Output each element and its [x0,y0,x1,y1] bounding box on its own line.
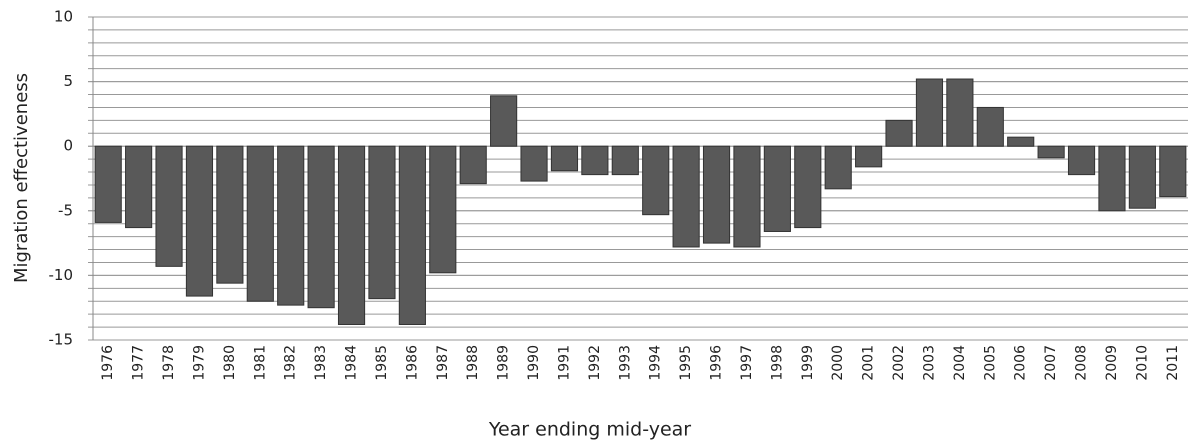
bar [885,119,913,147]
x-tick-label: 1983 [313,345,329,381]
x-tick-label: 1986 [404,345,420,381]
x-tick-label: 1984 [344,345,360,381]
y-tick-label: 10 [54,8,73,26]
bar [490,95,518,147]
bar [672,145,700,248]
x-axis-title: Year ending mid-year [488,419,691,441]
bar [611,145,639,176]
bar [216,145,244,284]
x-tick-label: 1991 [556,345,572,381]
x-tick-label: 1992 [587,345,603,381]
x-tick-label: 1982 [283,345,299,381]
bar [1067,145,1096,176]
bar [459,145,487,185]
bar [855,145,883,168]
y-axis-title: Migration effectiveness [11,73,32,283]
bar [337,145,366,325]
x-tick-label: 1979 [191,345,207,381]
bar [794,145,822,229]
bar [915,78,944,147]
x-tick-label: 2011 [1165,345,1181,381]
bar [1128,145,1156,209]
bar [946,78,974,147]
x-tick-label: 1997 [739,345,755,381]
bar [185,145,214,297]
bar [277,145,305,306]
bar [1098,145,1126,212]
x-tick-label: 2000 [830,345,846,381]
bar [94,145,122,223]
y-tick-label: -5 [58,201,73,219]
bar [398,145,426,325]
x-tick-label: 2006 [1013,345,1029,381]
x-tick-label: 1996 [709,345,725,381]
bar [307,145,335,309]
y-tick-label: 0 [63,137,73,155]
x-tick-label: 1978 [161,345,177,381]
x-tick-label: 1994 [648,345,664,381]
x-tick-label: 2009 [1104,345,1120,381]
x-tick-label: 1977 [131,345,147,381]
bar [642,145,670,216]
x-tick-label: 2007 [1043,345,1059,381]
x-tick-label: 1976 [100,345,116,381]
x-tick-label: 1988 [465,345,481,381]
x-tick-label: 2003 [921,345,937,381]
x-tick-label: 2005 [982,345,998,381]
x-tick-label: 1999 [800,345,816,381]
x-tick-label: 1998 [769,345,785,381]
x-tick-label: 2001 [861,345,877,381]
bar [368,145,396,300]
x-tick-label: 1985 [374,345,390,381]
x-tick-label: 1987 [435,345,451,381]
bar [155,145,183,267]
bar [1159,145,1187,198]
y-tick-label: -15 [49,331,74,349]
bar [246,145,274,302]
x-tick-label: 1981 [252,345,268,381]
bar [702,145,731,244]
x-tick-label: 2010 [1134,345,1150,381]
bar [125,145,153,229]
x-tick-label: 1993 [617,345,633,381]
bar [581,145,609,176]
x-tick-label: 1995 [678,345,694,381]
bar [1037,145,1065,159]
bar [1007,136,1035,147]
x-tick-label: 2008 [1074,345,1090,381]
bar [763,145,791,232]
x-tick-label: 1989 [496,345,512,381]
bar [733,145,761,248]
bar [520,145,548,182]
x-tick-label: 2004 [952,345,968,381]
x-tick-label: 2002 [891,345,907,381]
x-tick-label: 1980 [222,345,238,381]
bar [429,145,457,274]
y-tick-label: -10 [49,266,74,284]
y-tick-label: 5 [63,72,73,90]
bar [824,145,852,190]
bar [976,106,1004,147]
x-tick-label: 1990 [526,345,542,381]
bar [550,145,579,172]
